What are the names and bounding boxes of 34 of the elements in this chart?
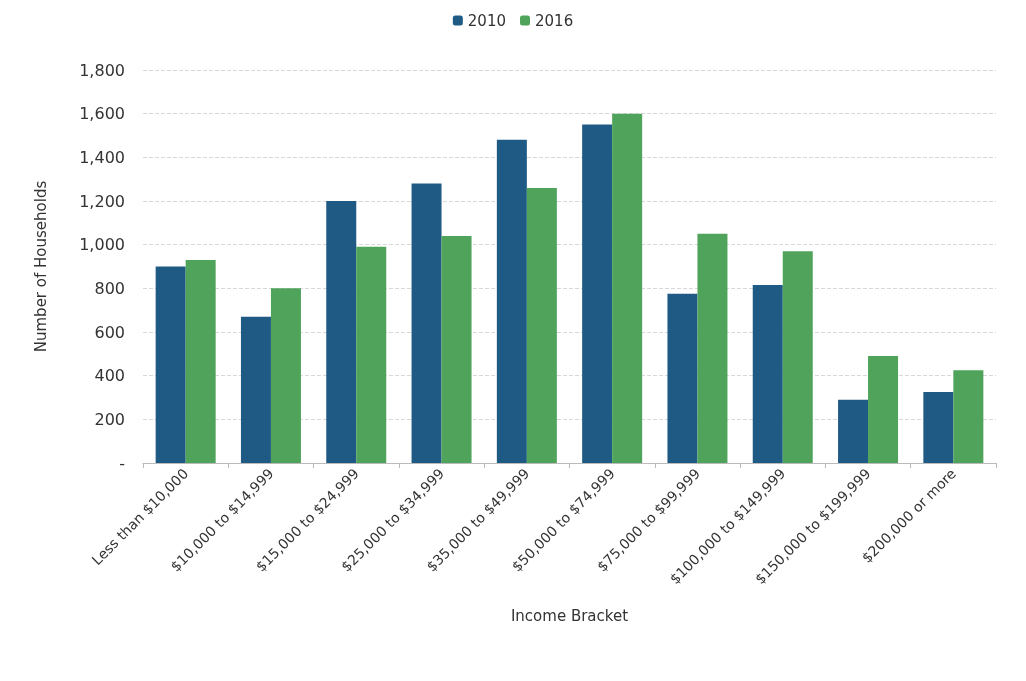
bar xyxy=(496,139,527,463)
y-axis-title: Number of Households xyxy=(31,180,50,353)
bar xyxy=(953,370,984,463)
x-axis-title: Income Bracket xyxy=(510,606,629,625)
y-tick-label: 1,200 xyxy=(79,191,125,211)
bar xyxy=(868,356,899,463)
legend-label: 2010 xyxy=(467,11,507,30)
y-tick-label: 1,000 xyxy=(79,235,125,255)
y-tick-label: 1,800 xyxy=(79,60,125,80)
bar xyxy=(923,392,954,463)
bar xyxy=(240,316,271,463)
y-tick-label: 1,600 xyxy=(79,104,125,124)
y-tick-label: 1,400 xyxy=(79,147,125,167)
y-tick-label: 800 xyxy=(94,278,125,298)
bar xyxy=(582,124,613,463)
bar xyxy=(612,113,643,463)
y-tick-label: 200 xyxy=(94,409,125,429)
bar xyxy=(326,201,357,463)
bar xyxy=(155,266,186,463)
bar xyxy=(441,235,472,463)
bar xyxy=(697,233,728,463)
bar xyxy=(411,183,442,463)
y-tick-label: - xyxy=(119,453,125,473)
y-tick-label: 600 xyxy=(94,322,125,342)
bar xyxy=(752,285,783,463)
bar xyxy=(526,187,557,463)
legend-label: 2016 xyxy=(535,11,574,30)
y-tick-label: 400 xyxy=(94,366,125,386)
bar xyxy=(356,246,387,463)
bar xyxy=(270,288,301,463)
bar xyxy=(782,251,813,463)
bar xyxy=(185,259,216,463)
bar xyxy=(667,293,698,463)
bar xyxy=(838,399,869,463)
